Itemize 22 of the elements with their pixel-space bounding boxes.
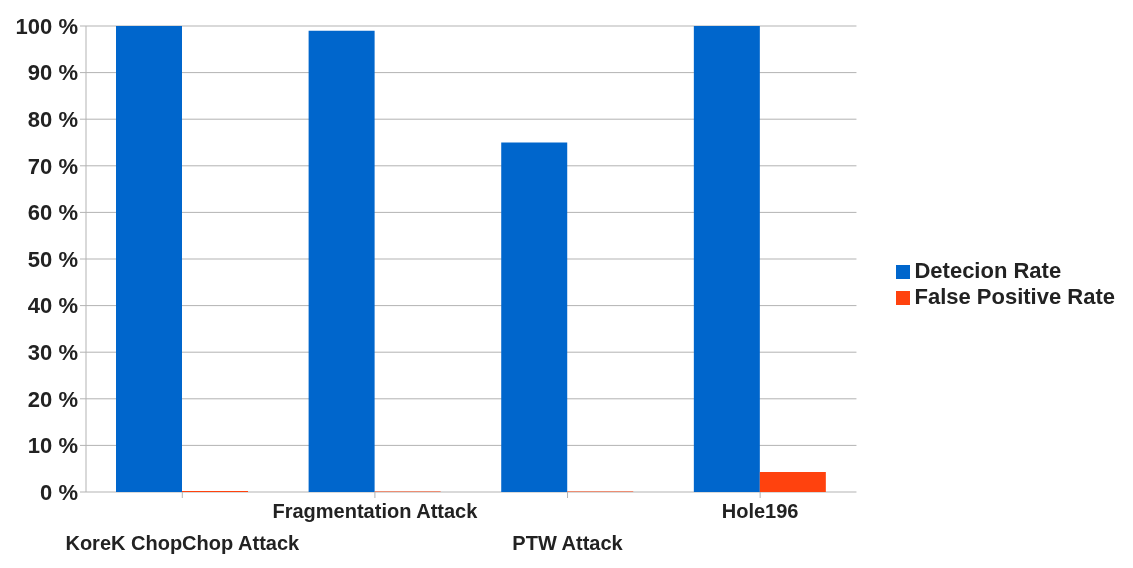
y-tick-label: 50 % (27, 246, 78, 272)
y-tick-label: 70 % (27, 153, 78, 179)
y-tick-label: 30 % (27, 340, 78, 366)
y-tick-label: 0 % (40, 479, 78, 505)
bar (116, 26, 182, 492)
y-tick-label: 90 % (27, 60, 78, 86)
bar (693, 26, 760, 492)
y-tick-label: 60 % (27, 200, 78, 226)
legend-label: Detecion Rate (914, 258, 1062, 283)
y-tick-label: 80 % (27, 107, 78, 133)
x-tick-label: Hole196 (721, 500, 799, 522)
bar (308, 30, 375, 492)
x-tick-label: PTW Attack (512, 532, 624, 554)
y-tick-label: 100 % (15, 13, 78, 39)
bar (759, 471, 826, 492)
bar (501, 142, 568, 492)
y-tick-label: 40 % (27, 293, 78, 319)
x-tick-label: Fragmentation Attack (272, 500, 479, 522)
legend-label: False Positive Rate (914, 284, 1115, 309)
y-tick-label: 10 % (27, 433, 78, 459)
y-tick-label: 20 % (27, 386, 78, 412)
x-tick-label: KoreK ChopChop Attack (65, 532, 301, 554)
